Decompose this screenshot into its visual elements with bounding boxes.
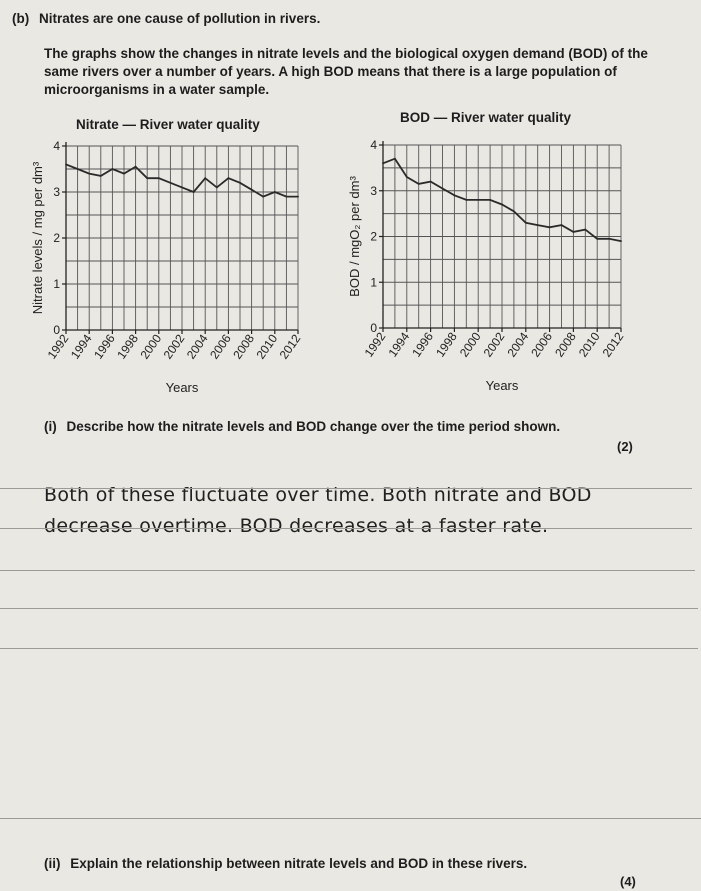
bod-data-point <box>405 176 408 178</box>
bod-y-tick-label: 3 <box>370 184 377 198</box>
question-ii-marks: (4) <box>620 874 636 889</box>
bod-data-point <box>584 228 587 231</box>
nitrate-chart-title: Nitrate — River water quality <box>76 117 260 132</box>
bod-x-tick-label: 1994 <box>385 329 412 359</box>
bod-x-axis-title: Years <box>486 378 519 393</box>
part-title: Nitrates are one cause of pollution in r… <box>39 11 321 26</box>
bod-x-tick-label: 2000 <box>457 329 484 359</box>
nitrate-data-point <box>227 177 230 180</box>
question-ii: (ii) Explain the relationship between ni… <box>44 855 527 873</box>
nitrate-y-tick-label: 0 <box>53 323 60 337</box>
part-b-header: (b) Nitrates are one cause of pollution … <box>12 10 320 28</box>
bod-data-point <box>417 182 420 185</box>
nitrate-y-axis-title: Nitrate levels / mg per dm³ <box>30 161 45 314</box>
question-i-text: Describe how the nitrate levels and BOD … <box>66 419 561 434</box>
nitrate-data-point <box>99 175 102 177</box>
bod-data-point <box>560 224 563 226</box>
nitrate-x-axis-title: Years <box>166 380 199 395</box>
nitrate-data-point <box>181 186 183 189</box>
nitrate-data-point <box>123 172 125 175</box>
nitrate-data-point <box>111 168 114 170</box>
nitrate-data-point <box>250 188 253 191</box>
nitrate-data-point <box>146 177 149 180</box>
nitrate-data-point <box>215 186 218 189</box>
nitrate-y-tick-label: 2 <box>53 231 60 245</box>
bod-data-point <box>501 203 503 206</box>
bod-y-tick-label: 2 <box>370 230 377 244</box>
bod-data-point <box>465 199 468 201</box>
bod-x-tick-label: 1992 <box>362 329 389 359</box>
nitrate-data-point <box>204 177 207 180</box>
bod-x-tick-label: 2008 <box>552 329 579 359</box>
nitrate-data-point <box>273 191 276 193</box>
bod-y-tick-label: 0 <box>370 321 377 335</box>
answer-line[interactable] <box>0 818 701 819</box>
bod-x-tick-label: 2010 <box>576 329 603 359</box>
bod-data-point <box>382 162 384 165</box>
nitrate-data-point <box>88 172 91 175</box>
nitrate-data-point <box>65 163 67 166</box>
bod-x-tick-label: 2004 <box>504 329 531 359</box>
question-i: (i) Describe how the nitrate levels and … <box>44 418 560 436</box>
bod-y-tick-label: 1 <box>370 275 377 289</box>
answer-line[interactable] <box>0 488 692 489</box>
bod-data-point <box>548 226 551 229</box>
answer-line-1-text: Both of these fluctuate over time. Both … <box>44 484 592 506</box>
bod-data-point <box>620 240 622 242</box>
answer-line[interactable] <box>0 528 692 529</box>
bod-x-tick-label: 2006 <box>528 329 555 359</box>
nitrate-data-point <box>192 191 195 193</box>
answer-line-2-text: decrease overtime. BOD decreases at a fa… <box>44 515 549 537</box>
nitrate-data-point <box>169 181 172 184</box>
question-i-marks: (2) <box>617 439 633 454</box>
answer-line[interactable] <box>0 648 698 649</box>
intro-paragraph: The graphs show the changes in nitrate l… <box>44 46 648 97</box>
answer-line[interactable] <box>0 570 695 571</box>
nitrate-y-tick-label: 4 <box>53 139 60 153</box>
bod-data-point <box>608 237 610 240</box>
part-label: (b) <box>12 11 30 26</box>
nitrate-data-point <box>76 168 79 170</box>
bod-y-axis-title: BOD / mgO₂ per dm³ <box>347 176 362 297</box>
bod-data-point <box>429 180 432 183</box>
bod-x-tick-label: 2002 <box>481 329 508 359</box>
bod-data-point <box>596 237 599 240</box>
bod-data-point <box>441 187 444 190</box>
nitrate-data-point <box>157 177 160 180</box>
bod-data-point <box>477 199 480 201</box>
bod-y-tick-label: 4 <box>370 138 377 152</box>
question-ii-label: (ii) <box>44 856 61 871</box>
bod-data-point <box>394 157 396 160</box>
bod-data-point <box>489 199 491 201</box>
nitrate-data-point <box>262 195 265 198</box>
question-i-label: (i) <box>44 419 57 434</box>
nitrate-y-tick-label: 3 <box>53 185 60 199</box>
bod-x-tick-label: 1998 <box>433 329 460 359</box>
bod-data-point <box>513 210 515 213</box>
bod-data-point <box>536 224 539 226</box>
bod-chart-title: BOD — River water quality <box>400 110 572 125</box>
nitrate-y-tick-label: 1 <box>53 277 60 291</box>
answer-line[interactable] <box>0 608 698 609</box>
bod-data-point <box>453 194 456 197</box>
question-ii-text: Explain the relationship between nitrate… <box>70 856 528 871</box>
nitrate-data-point <box>285 195 288 198</box>
bod-x-tick-label: 1996 <box>409 329 436 359</box>
bod-data-point <box>572 231 575 233</box>
nitrate-data-point <box>239 181 241 184</box>
bod-x-tick-label: 2012 <box>600 329 627 359</box>
bod-data-point <box>524 221 527 224</box>
nitrate-data-point <box>134 165 137 168</box>
nitrate-data-point <box>297 195 299 198</box>
